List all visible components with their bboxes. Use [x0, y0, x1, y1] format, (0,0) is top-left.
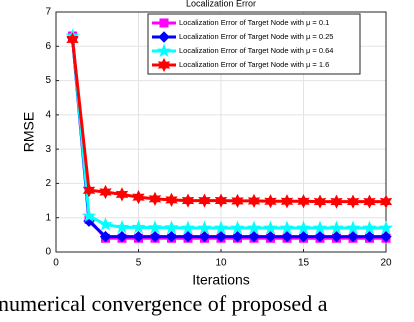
data-point [231, 193, 244, 209]
legend-label: Localization Error of Target Node with μ… [179, 32, 333, 41]
data-point [329, 220, 344, 235]
data-point [180, 220, 196, 235]
data-point [165, 230, 178, 243]
y-tick-label: 4 [45, 109, 51, 120]
y-axis-label: RMSE [21, 112, 37, 152]
data-point [279, 220, 295, 235]
data-point [379, 194, 393, 209]
data-point [132, 190, 145, 205]
data-point [246, 220, 262, 235]
y-tick-label: 2 [45, 178, 51, 189]
data-point [198, 230, 211, 243]
data-point [247, 193, 261, 209]
data-point [312, 220, 328, 235]
data-point [281, 230, 293, 243]
data-point [231, 230, 244, 243]
data-point [297, 194, 310, 209]
data-point [346, 194, 360, 209]
data-point [66, 32, 79, 47]
data-point [99, 184, 112, 200]
data-point [248, 230, 260, 243]
data-point [362, 220, 377, 235]
x-tick-label: 0 [53, 258, 59, 269]
data-point [380, 230, 392, 243]
data-point [280, 194, 294, 209]
y-tick-label: 3 [45, 144, 51, 155]
data-point [264, 230, 277, 243]
data-point [164, 220, 179, 234]
data-point [197, 220, 212, 235]
data-point [214, 193, 228, 208]
data-point [81, 208, 97, 223]
data-point [347, 230, 359, 243]
data-point [363, 194, 376, 209]
data-point [82, 183, 96, 198]
data-point [165, 192, 178, 208]
caption-fragment: numerical convergence of proposed a [0, 291, 328, 316]
data-point [98, 217, 113, 231]
data-point [182, 230, 194, 243]
data-point [330, 194, 343, 209]
x-axis-label: Iterations [192, 272, 250, 288]
data-point [198, 193, 211, 208]
legend-label: Localization Error of Target Node with μ… [179, 60, 329, 69]
data-point [345, 220, 361, 235]
data-point [230, 220, 245, 235]
y-tick-label: 7 [45, 7, 51, 18]
y-tick-label: 5 [45, 75, 51, 86]
x-tick-label: 5 [136, 258, 142, 269]
y-tick-label: 0 [45, 247, 51, 258]
data-point [115, 187, 129, 202]
data-point [314, 230, 326, 243]
data-point [263, 220, 278, 235]
data-point [116, 230, 128, 243]
data-point [264, 194, 277, 209]
data-point [131, 219, 146, 234]
data-point [363, 230, 376, 243]
x-tick-label: 20 [380, 258, 392, 269]
data-point [213, 220, 229, 235]
x-tick-label: 15 [298, 258, 310, 269]
plot-frame [55, 11, 387, 253]
chart-title: Localization Error [186, 0, 256, 8]
y-tick-label: 6 [45, 41, 51, 52]
legend-marker [156, 43, 172, 58]
legend-marker [157, 57, 171, 73]
y-tick-label: 1 [45, 212, 51, 223]
data-point [149, 230, 161, 243]
data-point [378, 220, 394, 235]
data-point [297, 230, 310, 243]
legend-label: Localization Error of Target Node with μ… [179, 18, 329, 27]
data-point [215, 230, 227, 243]
data-point [99, 230, 112, 243]
data-point [330, 230, 343, 243]
data-point [148, 191, 162, 206]
data-point [114, 219, 130, 234]
x-tick-label: 10 [215, 258, 227, 269]
data-point [296, 220, 311, 235]
legend-label: Localization Error of Target Node with μ… [179, 46, 333, 55]
legend-marker [158, 31, 170, 43]
legend-box [147, 13, 361, 75]
legend-marker [159, 18, 169, 28]
data-point [147, 220, 163, 234]
data-point [181, 193, 195, 208]
data-point [313, 194, 327, 209]
data-point [132, 230, 145, 243]
